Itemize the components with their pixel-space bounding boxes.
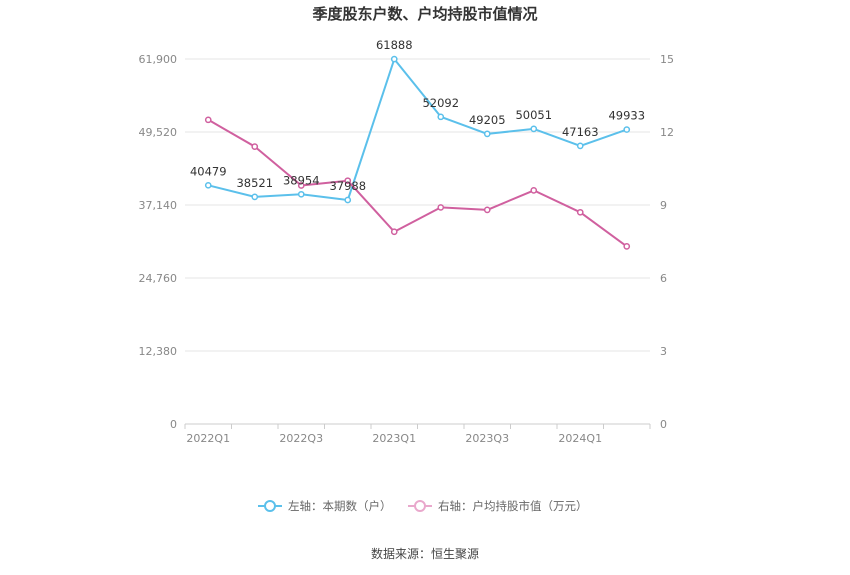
series-layer [204, 55, 631, 250]
series-point-right [251, 143, 259, 150]
series-point-right [390, 228, 398, 236]
data-label: 61888 [376, 38, 413, 52]
series-point-right [297, 182, 305, 189]
series-point-right [623, 243, 631, 250]
source-note: 数据来源：恒生聚源 [371, 546, 479, 561]
series-point-right [483, 206, 491, 214]
left-tick-label: 37,140 [139, 199, 178, 212]
x-tick-label: 2024Q1 [558, 432, 602, 445]
series-point-left [530, 125, 538, 133]
series-point-right [576, 208, 584, 216]
data-label: 47163 [562, 125, 599, 139]
series-point-right [530, 187, 538, 194]
data-label: 37988 [329, 179, 366, 193]
x-tick-label: 2022Q1 [186, 432, 230, 445]
legend[interactable]: 左轴：本期数（户） 右轴：户均持股市值（万元） [258, 499, 588, 513]
right-tick-label: 9 [660, 199, 667, 212]
right-tick-label: 15 [660, 53, 674, 66]
data-label: 38521 [236, 176, 273, 190]
data-label: 38954 [283, 173, 320, 187]
series-point-left [251, 193, 259, 201]
x-tick-label: 2022Q3 [279, 432, 323, 445]
chart-title: 季度股东户数、户均持股市值情况 [312, 5, 537, 23]
left-tick-label: 61,900 [139, 53, 178, 66]
series-line-right [207, 118, 628, 248]
series-point-left [204, 181, 212, 189]
series-point-left [483, 130, 491, 138]
data-label: 50051 [515, 108, 552, 122]
series-line-left [208, 58, 628, 201]
legend-item-right-series[interactable]: 右轴：户均持股市值（万元） [408, 499, 588, 513]
legend-label-right: 右轴：户均持股市值（万元） [438, 499, 588, 513]
right-tick-label: 3 [660, 345, 667, 358]
left-tick-label: 12,380 [139, 345, 178, 358]
data-label: 49205 [469, 113, 506, 127]
series-point-right [344, 177, 352, 185]
left-tick-label: 49,520 [139, 126, 178, 139]
left-tick-label: 0 [170, 418, 177, 431]
left-tick-label: 24,760 [139, 272, 178, 285]
series-point-right [204, 116, 212, 124]
right-tick-label: 0 [660, 418, 667, 431]
series-point-left [344, 196, 352, 204]
x-tick-label: 2023Q3 [465, 432, 509, 445]
data-label: 40479 [190, 164, 227, 178]
data-label: 49933 [608, 109, 645, 123]
x-tick-label: 2023Q1 [372, 432, 416, 445]
right-tick-label: 6 [660, 272, 667, 285]
series-point-left [623, 126, 631, 133]
data-label: 52092 [422, 96, 459, 110]
right-tick-label: 12 [660, 126, 674, 139]
legend-label-left: 左轴：本期数（户） [288, 499, 392, 513]
gridlines [185, 58, 650, 425]
series-point-left [297, 190, 305, 198]
series-point-left [576, 142, 584, 150]
series-point-right [437, 204, 445, 211]
axes: 0 12,380 24,760 37,140 49,520 61,900 0 3 6 9 12 15 2… [139, 53, 675, 445]
legend-marker-right [414, 500, 426, 512]
legend-marker-left [264, 500, 276, 512]
data-labels: 40479 38521 38954 37988 61888 52092 49205 50051… [190, 38, 645, 193]
series-point-left [437, 113, 445, 121]
series-point-left [390, 55, 398, 63]
legend-item-left-series[interactable]: 左轴：本期数（户） [258, 499, 392, 513]
